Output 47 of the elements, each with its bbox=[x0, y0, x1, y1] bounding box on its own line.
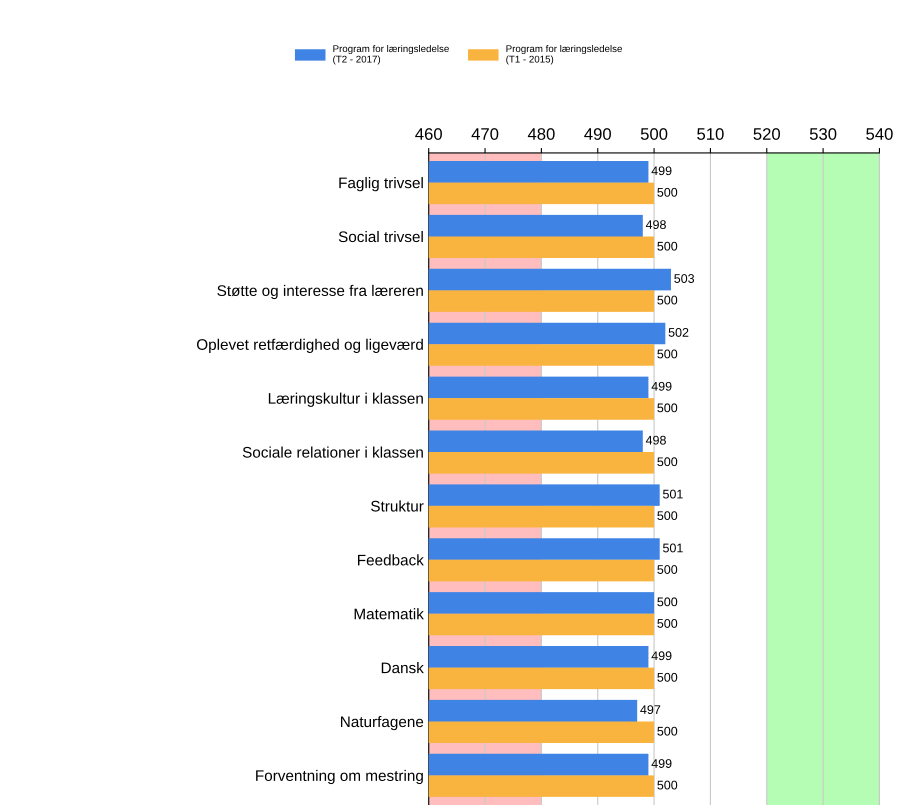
y-tick-label: Sociale relationer i klassen bbox=[242, 446, 423, 458]
data-label: 500 bbox=[657, 511, 678, 520]
data-label: 500 bbox=[657, 457, 678, 466]
data-label: 500 bbox=[657, 296, 678, 304]
legend-label: Program for læringsledelse (T1 - 2015) bbox=[506, 44, 622, 65]
y-tick-label: Naturfagene bbox=[341, 716, 424, 730]
x-tick-label: 540 bbox=[866, 128, 893, 140]
data-label: 500 bbox=[657, 242, 678, 251]
x-tick-label: 510 bbox=[697, 128, 724, 140]
y-tick-label: Feedback bbox=[358, 554, 424, 566]
data-label: 503 bbox=[674, 274, 694, 283]
data-label: 500 bbox=[657, 565, 678, 574]
y-tick-label: Dansk bbox=[382, 662, 424, 674]
y-tick-label: Struktur bbox=[371, 500, 424, 512]
data-label: 500 bbox=[657, 618, 678, 628]
data-label: 499 bbox=[652, 759, 672, 768]
x-tick-label: 530 bbox=[810, 128, 836, 140]
y-tick-label: Læringskultur i klassen bbox=[268, 392, 423, 407]
x-tick-label: 500 bbox=[640, 128, 668, 140]
data-label: 500 bbox=[657, 403, 678, 412]
data-label: 500 bbox=[657, 726, 678, 736]
data-label: 500 bbox=[657, 780, 678, 790]
data-label: 498 bbox=[646, 220, 666, 230]
y-tick-label: Faglig trivsel bbox=[339, 177, 423, 192]
data-label: 498 bbox=[646, 436, 666, 445]
data-label: 500 bbox=[657, 188, 678, 197]
y-tick-label: Støtte og interesse fra læreren bbox=[217, 284, 423, 300]
x-tick-label: 480 bbox=[528, 128, 555, 140]
y-tick-label: Oplevet retfærdighed og ligeværd bbox=[196, 338, 423, 353]
x-tick-label: 520 bbox=[754, 128, 780, 140]
data-label: 499 bbox=[652, 382, 672, 391]
x-tick-label: 460 bbox=[415, 128, 442, 140]
x-tick-label: 470 bbox=[472, 128, 498, 140]
data-label: 500 bbox=[657, 597, 678, 606]
data-label: 500 bbox=[657, 672, 678, 682]
data-label: 502 bbox=[668, 328, 688, 337]
y-tick-label: Matematik bbox=[354, 608, 424, 620]
data-label: 500 bbox=[657, 350, 678, 358]
x-tick-label: 490 bbox=[584, 128, 611, 140]
data-label: 501 bbox=[662, 490, 683, 498]
data-label: 499 bbox=[652, 651, 672, 660]
legend-label: Program for læringsledelse (T2 - 2017) bbox=[333, 44, 449, 65]
data-label: 499 bbox=[652, 166, 672, 176]
data-label: 497 bbox=[640, 705, 660, 714]
y-tick-label: Social trivsel bbox=[338, 230, 423, 242]
y-tick-label: Forventning om mestring bbox=[256, 770, 423, 784]
data-label: 501 bbox=[662, 544, 683, 552]
